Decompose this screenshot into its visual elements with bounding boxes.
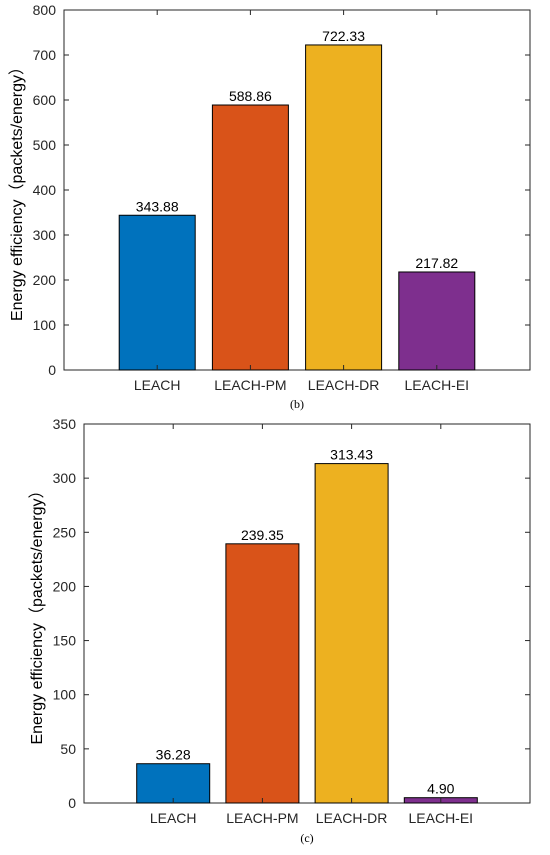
data-label: 588.86 [229,88,272,104]
plot-frame [83,423,531,804]
data-label: 217.82 [415,255,458,271]
x-tick-label: LEACH-PM [214,377,286,393]
y-tick-label: 50 [60,741,76,757]
chart-c: 0 50 100 150 200 250 300 350 LEACH 36.28 LEACH-PM 2… [28,416,531,845]
y-tick-label: 600 [33,92,57,108]
bar-leach-pm [211,104,289,371]
y-tick-label: 250 [53,524,77,540]
bar-leach-ei [398,271,476,371]
bar-leach-dr [305,44,383,371]
y-tick-label: 350 [53,416,77,432]
y-tick-label: 300 [53,470,77,486]
y-tick-label: 200 [33,272,57,288]
x-tick-label: LEACH-EI [405,377,470,393]
y-tick-label: 300 [33,227,57,243]
y-tick-label: 500 [33,137,57,153]
x-tick-label: LEACH-DR [316,810,388,826]
y-tick-label: 100 [53,687,77,703]
figure-caption: (c) [300,831,313,845]
x-tick-label: LEACH-PM [226,810,298,826]
y-tick-label: 800 [33,2,57,18]
y-tick-label: 200 [53,578,77,594]
y-tick-label: 700 [33,47,57,63]
bar-leach-pm [225,543,300,804]
y-axis-label: Energy efficiency（packets/energy） [28,482,46,744]
y-axis-label: Energy efficiency（packets/energy） [8,59,26,321]
y-tick-label: 100 [33,317,57,333]
x-tick-label: LEACH-EI [409,810,474,826]
x-tick-label: LEACH [150,810,197,826]
data-label: 722.33 [322,28,365,44]
figure-caption: (b) [290,397,304,411]
x-tick-label: LEACH-DR [308,377,380,393]
data-label: 313.43 [330,447,373,463]
data-label: 4.90 [427,781,454,797]
data-label: 36.28 [156,747,191,763]
bar-leach-dr [314,463,389,804]
y-tick-label: 400 [33,182,57,198]
x-tick-label: LEACH [134,377,181,393]
y-tick-label: 0 [68,795,76,811]
bar-leach [136,763,211,804]
data-label: 239.35 [241,527,284,543]
data-label: 343.88 [136,198,179,214]
y-tick-label: 150 [53,633,77,649]
y-tick-label: 0 [48,362,56,378]
chart-b: 0 100 200 300 400 500 600 700 800 LEACH 343.88 LEAC… [8,2,531,411]
bar-leach [118,214,196,371]
